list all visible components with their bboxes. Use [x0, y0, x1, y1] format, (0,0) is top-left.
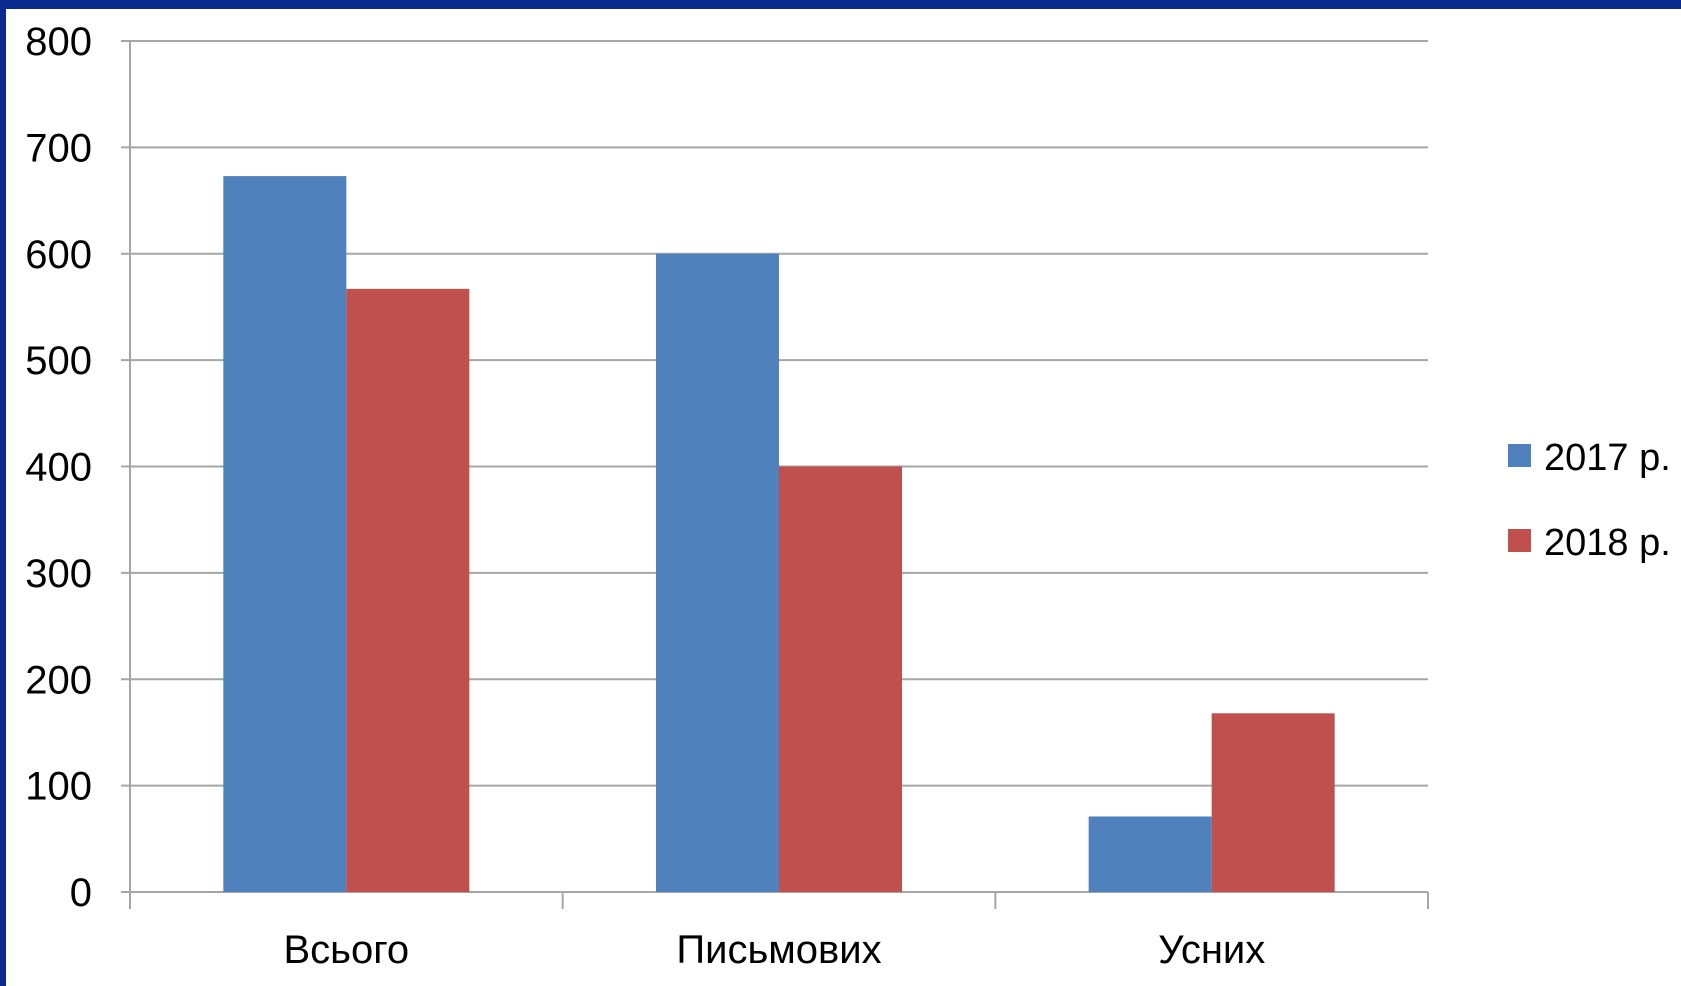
y-tick-label: 300	[25, 552, 92, 596]
x-category-label: Всього	[283, 928, 409, 972]
bar-series-2	[779, 466, 902, 892]
legend-label: 2017 р.	[1544, 437, 1671, 479]
y-tick-label: 200	[25, 658, 92, 702]
bar-series-1	[1088, 816, 1212, 892]
x-category-label: Усних	[1158, 928, 1265, 972]
bar-series-2	[346, 288, 470, 892]
legend-swatch	[1508, 444, 1531, 467]
y-tick-label: 500	[25, 339, 92, 383]
bar-series-1	[223, 176, 347, 892]
y-tick-label: 100	[25, 765, 92, 809]
y-tick-label: 800	[25, 20, 92, 64]
y-tick-label: 600	[25, 233, 92, 277]
y-tick-label: 400	[25, 446, 92, 490]
y-tick-label: 700	[25, 126, 92, 170]
x-category-label: Письмових	[676, 928, 881, 972]
legend-label: 2018 р.	[1544, 522, 1671, 564]
y-tick-label: 0	[70, 871, 92, 915]
bar-series-2	[1211, 713, 1335, 892]
legend-swatch	[1508, 529, 1531, 552]
bar-series-1	[656, 253, 779, 892]
